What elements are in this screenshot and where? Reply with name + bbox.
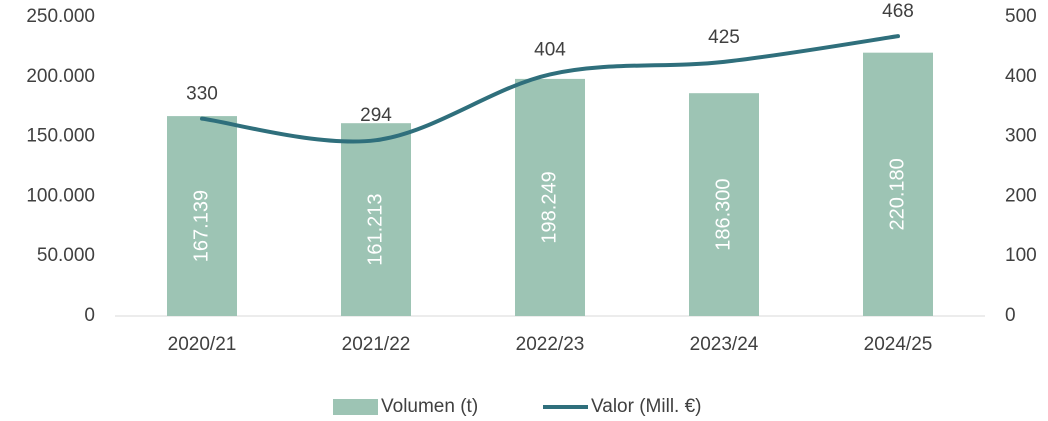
line-value-label: 425: [708, 27, 740, 48]
bar-value-label: 198.249: [538, 171, 560, 243]
y2-tick-label: 400: [1005, 66, 1037, 87]
y-tick-label: 0: [84, 305, 95, 326]
bar-value-label: 167.139: [190, 190, 212, 262]
bar: [863, 52, 933, 316]
legend-swatch: [333, 399, 378, 415]
bar: [515, 78, 585, 316]
y-tick-label: 50.000: [37, 245, 95, 266]
bar-value-label: 161.213: [364, 193, 386, 265]
bar-value-label: 220.180: [886, 158, 908, 230]
legend-label: Valor (Mill. €): [591, 396, 702, 417]
y-tick-label: 250.000: [26, 6, 95, 27]
y2-tick-label: 0: [1005, 305, 1016, 326]
legend-label: Volumen (t): [381, 396, 478, 417]
bar-value-label: 186.300: [712, 178, 734, 250]
line-value-label: 294: [360, 105, 392, 126]
line: [200, 34, 900, 144]
x-tick-label: 2024/25: [864, 334, 933, 355]
line-value-label: 468: [882, 1, 914, 22]
y-tick-label: 100.000: [26, 185, 95, 206]
y2-tick-label: 300: [1005, 126, 1037, 147]
x-tick-label: 2023/24: [690, 334, 759, 355]
bar: [167, 116, 237, 317]
x-tick-label: 2022/23: [516, 334, 585, 355]
bar: [341, 123, 411, 316]
bar: [689, 93, 759, 316]
x-tick-label: 2020/21: [168, 334, 237, 355]
line-value-label: 404: [534, 39, 566, 60]
y2-tick-label: 500: [1005, 6, 1037, 27]
y-tick-label: 200.000: [26, 66, 95, 87]
line-value-label: 330: [186, 84, 218, 105]
y-tick-label: 150.000: [26, 126, 95, 147]
y2-tick-label: 100: [1005, 245, 1037, 266]
y2-tick-label: 200: [1005, 185, 1037, 206]
x-tick-label: 2021/22: [342, 334, 411, 355]
